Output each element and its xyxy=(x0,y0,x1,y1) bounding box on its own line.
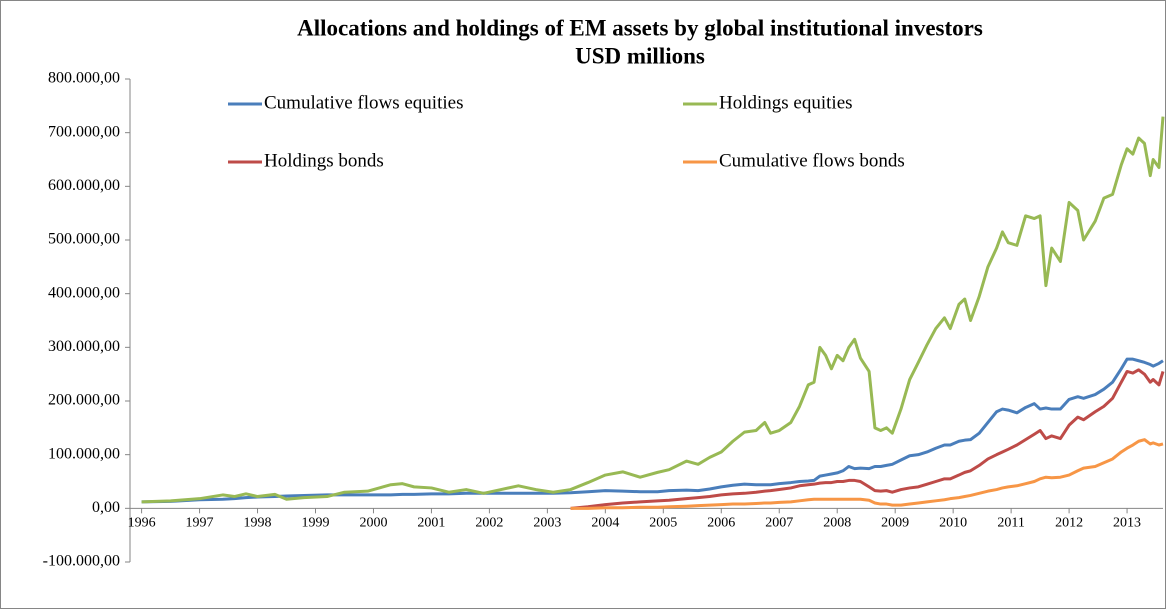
series-line xyxy=(141,116,1165,504)
y-tick-label: 100.000,00 xyxy=(48,445,120,462)
legend-label: Holdings equities xyxy=(719,92,853,113)
x-tick-label: 2013 xyxy=(1113,516,1141,531)
x-tick-label: 2006 xyxy=(707,516,735,531)
x-tick-label: 2009 xyxy=(881,516,909,531)
y-tick-label: 200.000,00 xyxy=(48,392,120,409)
x-tick-label: 2011 xyxy=(997,516,1024,531)
x-tick-label: 2012 xyxy=(1055,516,1083,531)
x-tick-label: 2002 xyxy=(475,516,503,531)
x-tick-label: 2005 xyxy=(649,516,677,531)
legend-label: Cumulative flows equities xyxy=(264,92,463,113)
x-tick-label: 2007 xyxy=(765,516,793,531)
x-tick-label: 2001 xyxy=(417,516,445,531)
x-tick-label: 2010 xyxy=(939,516,967,531)
y-tick-label: 600.000,00 xyxy=(48,177,120,194)
legend-label: Holdings bonds xyxy=(264,150,384,171)
chart-title: Allocations and holdings of EM assets by… xyxy=(297,15,983,40)
series-line xyxy=(570,368,1165,510)
y-tick-label: 500.000,00 xyxy=(48,231,120,248)
y-tick-label: 800.000,00 xyxy=(48,70,120,87)
x-tick-label: 1997 xyxy=(186,516,214,531)
x-tick-label: 1996 xyxy=(128,516,156,531)
y-tick-label: -100.000,00 xyxy=(43,553,120,570)
series-line xyxy=(141,357,1164,504)
x-tick-label: 1999 xyxy=(301,516,329,531)
series-line xyxy=(570,438,1164,510)
legend-label: Cumulative flows bonds xyxy=(719,150,905,171)
x-tick-label: 2004 xyxy=(591,516,619,531)
x-tick-label: 2008 xyxy=(823,516,851,531)
y-tick-label: 0,00 xyxy=(92,499,120,516)
y-tick-label: 400.000,00 xyxy=(48,284,120,301)
y-tick-label: 300.000,00 xyxy=(48,338,120,355)
y-tick-label: 700.000,00 xyxy=(48,123,120,140)
x-tick-label: 2003 xyxy=(533,516,561,531)
x-tick-label: 2000 xyxy=(359,516,387,531)
chart-subtitle: USD millions xyxy=(575,43,705,68)
x-tick-label: 1998 xyxy=(244,516,272,531)
